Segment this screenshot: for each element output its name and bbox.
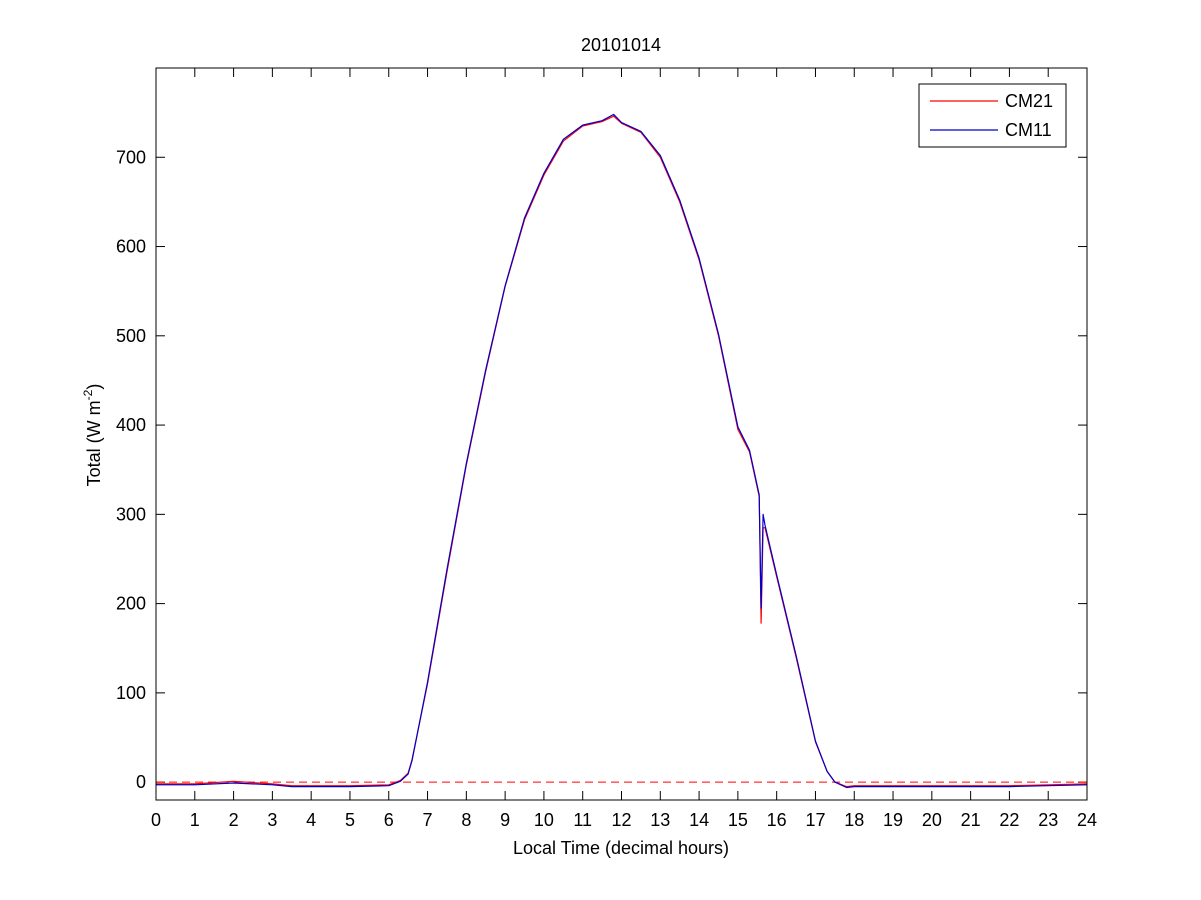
x-tick-label: 3 (267, 810, 277, 830)
x-tick-label: 18 (844, 810, 864, 830)
x-tick-label: 24 (1077, 810, 1097, 830)
x-tick-label: 7 (423, 810, 433, 830)
x-tick-label: 13 (650, 810, 670, 830)
x-tick-label: 0 (151, 810, 161, 830)
x-tick-label: 12 (611, 810, 631, 830)
legend-box (918, 83, 1067, 148)
x-tick-label: 14 (689, 810, 709, 830)
x-tick-label: 9 (500, 810, 510, 830)
y-axis-title-exponent: -2 (81, 389, 95, 400)
x-axis-title: Local Time (decimal hours) (513, 838, 729, 858)
x-tick-label: 4 (306, 810, 316, 830)
y-axis-title-main: Total (W m (84, 400, 104, 486)
x-tick-label: 15 (728, 810, 748, 830)
series-line-cm11 (156, 113, 1088, 789)
x-tick-label: 19 (883, 810, 903, 830)
legend-label-cm11: CM11 (1005, 120, 1052, 140)
y-tick-label: 400 (116, 415, 146, 435)
x-tick-label: 11 (573, 810, 592, 830)
x-tick-label: 22 (999, 810, 1019, 830)
y-axis-title-close: ) (84, 384, 104, 390)
x-tick-label: 8 (461, 810, 471, 830)
x-tick-label: 20 (922, 810, 942, 830)
x-tick-label: 2 (229, 810, 239, 830)
y-tick-label: 200 (116, 594, 146, 614)
x-tick-label: 1 (190, 810, 200, 830)
y-tick-label: 0 (136, 772, 146, 792)
y-tick-label: 500 (116, 326, 146, 346)
y-tick-label: 600 (116, 237, 146, 257)
x-tick-label: 21 (961, 810, 981, 830)
series-layer (156, 113, 1088, 789)
legend: CM21 CM11 (918, 83, 1067, 148)
y-tick-label: 300 (116, 504, 146, 524)
y-axis-title: Total (W m-2) (81, 384, 104, 487)
x-tick-label: 6 (384, 810, 394, 830)
y-tick-label: 100 (116, 683, 146, 703)
chart-title: 20101014 (581, 35, 661, 55)
x-tick-label: 5 (345, 810, 355, 830)
legend-label-cm21: CM21 (1005, 91, 1053, 111)
y-tick-label: 700 (116, 147, 146, 167)
axis-ticks: 0 1 2 3 4 5 6 7 8 9 10 11 12 13 14 15 16 17 18 19 20 21 22 23 24… (116, 68, 1097, 830)
plot-frame (155, 67, 1088, 801)
x-tick-label: 16 (767, 810, 787, 830)
x-tick-label: 23 (1038, 810, 1058, 830)
x-tick-label: 17 (805, 810, 825, 830)
x-tick-label: 10 (534, 810, 554, 830)
